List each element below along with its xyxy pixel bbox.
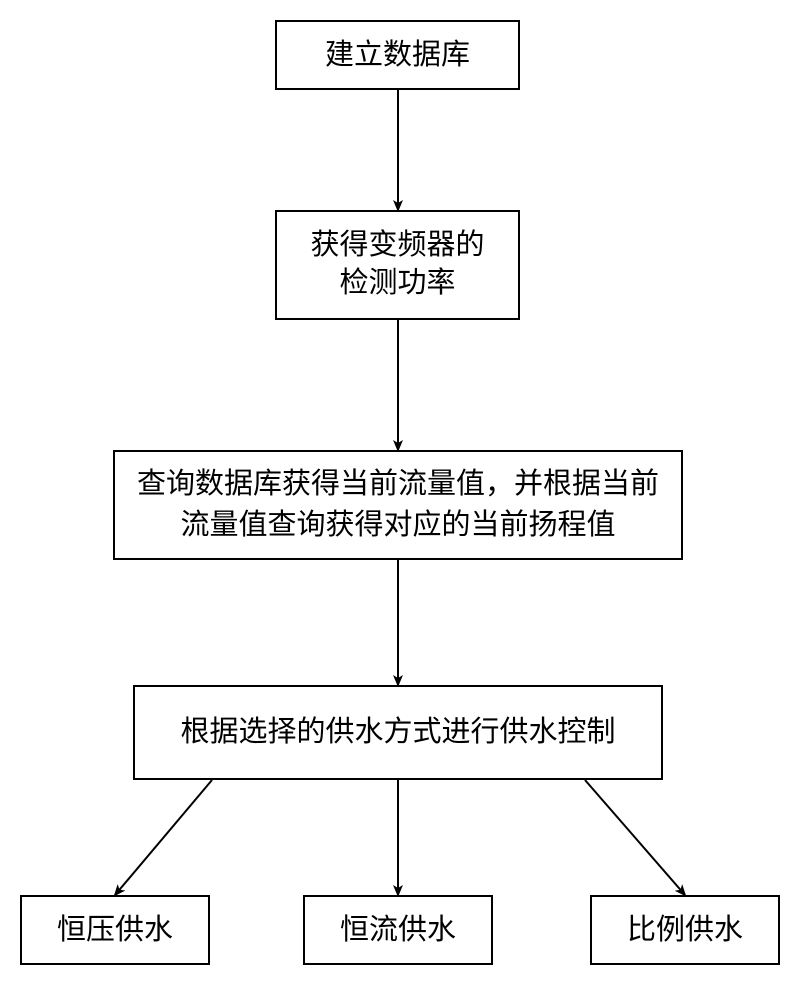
flowchart-edges: [0, 0, 807, 1000]
